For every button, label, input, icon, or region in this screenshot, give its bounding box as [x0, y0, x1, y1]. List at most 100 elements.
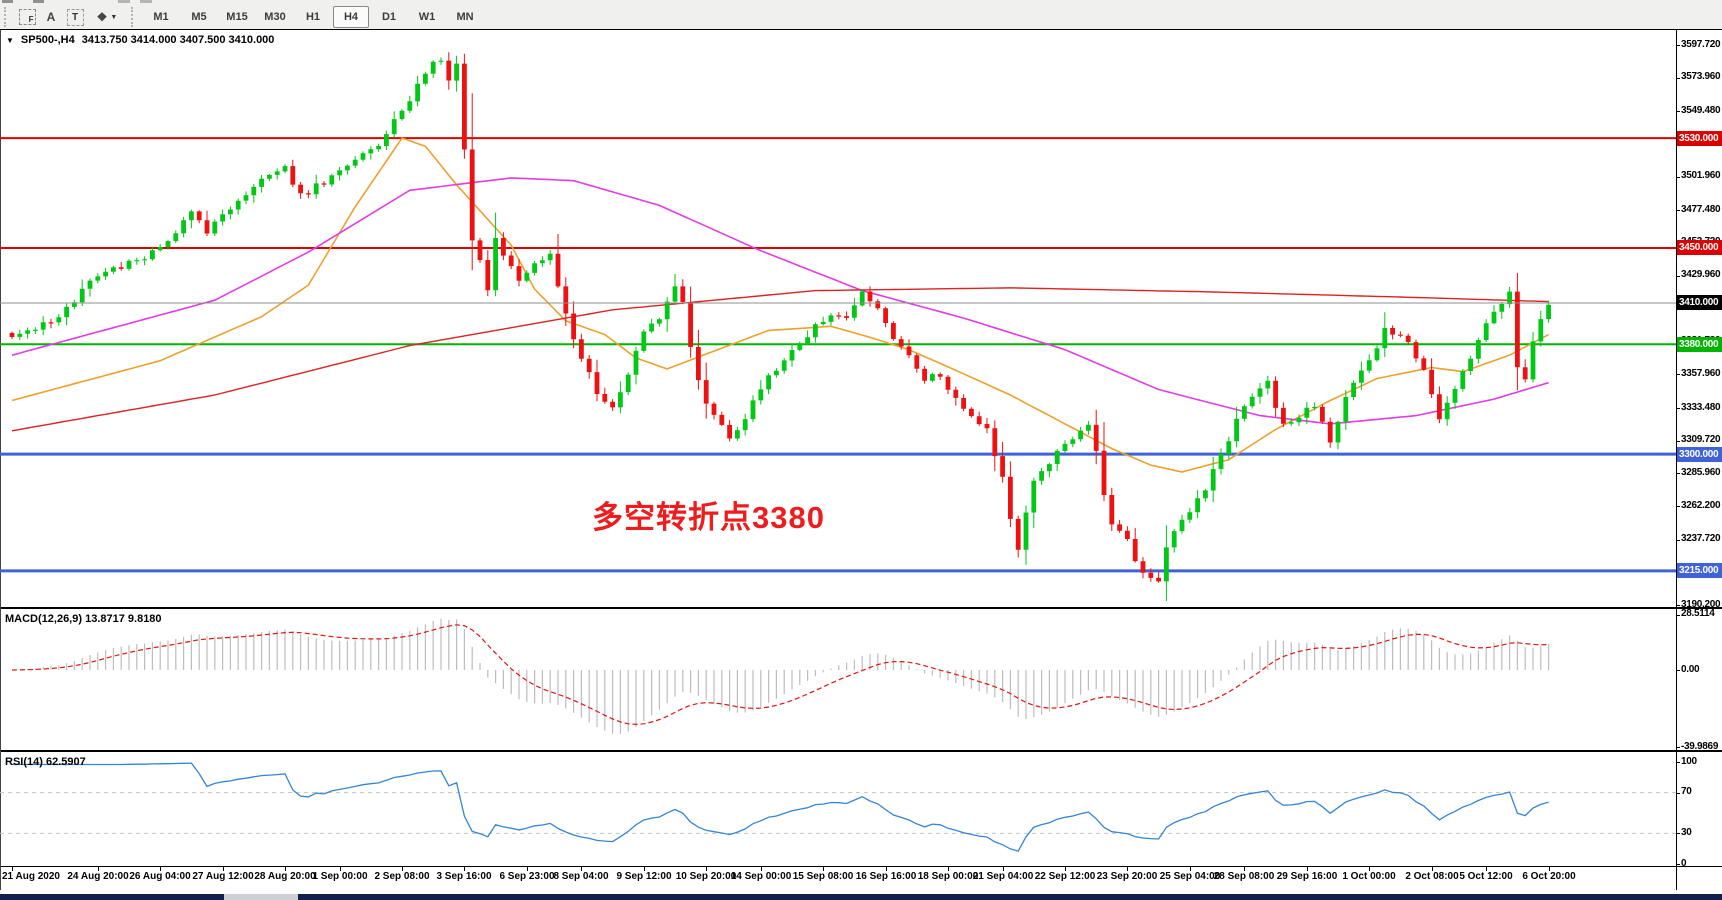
y-axis-label: 3477.480 [1681, 204, 1721, 215]
x-axis-label: 25 Sep 04:00 [1159, 871, 1221, 882]
x-axis-tick [1486, 866, 1487, 871]
tf-button-h1[interactable]: H1 [305, 11, 321, 23]
toolbar-top-sliver [118, 0, 130, 3]
y-axis-tick [1676, 605, 1680, 606]
pane-separator[interactable] [0, 750, 1722, 752]
y-axis-label: 3429.960 [1681, 269, 1721, 280]
timeframe-group: M1 M5 M15 M30 H1 H4 D1 W1 MN [142, 6, 484, 28]
x-axis-tick [1549, 866, 1550, 871]
x-axis-tick [223, 866, 224, 871]
price-badge: 3380.000 [1677, 337, 1722, 352]
chart-annotation-text[interactable]: 多空转折点3380 [592, 500, 825, 535]
price-badge: 3450.000 [1677, 240, 1722, 255]
x-axis-tick [98, 866, 99, 871]
x-axis-tick [948, 866, 949, 871]
tf-button-m1[interactable]: M1 [153, 11, 169, 23]
price-badge: 3410.000 [1677, 295, 1722, 310]
tf-button-d1[interactable]: D1 [381, 11, 397, 23]
ma-mid-line [11, 177, 1549, 425]
toolbar-grip [131, 7, 136, 27]
x-axis-label: 1 Sep 00:00 [312, 871, 368, 882]
pane-separator[interactable] [0, 607, 1722, 609]
x-axis-label: 16 Sep 16:00 [855, 871, 917, 882]
tf-button-m30[interactable]: M30 [264, 11, 286, 23]
y-axis-label: 3190.200 [1681, 599, 1721, 610]
macd-histogram [19, 618, 1550, 734]
y-axis-tick [1676, 210, 1680, 211]
tf-button-m15[interactable]: M15 [226, 11, 248, 23]
x-axis-tick [1369, 866, 1370, 871]
ma-slow-line [11, 287, 1549, 432]
macd-axis-tick [1676, 615, 1680, 616]
text-a-icon: A [46, 10, 56, 24]
x-axis-tick [527, 866, 528, 871]
toolbar: F A T ❖ ▼ M1 M5 M15 M30 H1 H4 D1 W1 MN [0, 0, 1722, 30]
chart-symbol-label: SP500-,H4 [20, 34, 75, 46]
x-axis-label: 6 Oct 20:00 [1522, 871, 1576, 882]
x-axis-label: 6 Sep 23:00 [499, 871, 555, 882]
macd-axis-tick [1676, 670, 1680, 671]
chevron-down-icon: ▼ [110, 13, 118, 21]
x-axis-label: 28 Sep 08:00 [1213, 871, 1275, 882]
macd-axis-tick [1676, 747, 1680, 748]
candlestick-chart[interactable] [0, 30, 1676, 607]
chart-left-border [0, 30, 1, 890]
x-axis-tick [340, 866, 341, 871]
x-axis-tick [1003, 866, 1004, 871]
x-axis-label: 14 Sep 00:00 [730, 871, 792, 882]
rsi-axis-label: 30 [1681, 827, 1692, 838]
chart-title: ▼ SP500-,H4 3413.750 3414.000 3407.500 3… [6, 34, 274, 46]
rsi-chart[interactable] [0, 753, 1676, 866]
draw-text-button[interactable]: A [39, 6, 63, 28]
y-axis-label: 3357.960 [1681, 368, 1721, 379]
x-axis-tick [402, 866, 403, 871]
fibonacci-tool-button[interactable]: F [15, 6, 39, 28]
text-label-button[interactable]: T [63, 6, 87, 28]
x-axis-tick [160, 866, 161, 871]
x-axis-tick [12, 866, 13, 871]
price-badge: 3300.000 [1677, 447, 1722, 462]
x-axis-tick [1190, 866, 1191, 871]
x-axis-label: 1 Oct 00:00 [1342, 871, 1396, 882]
macd-axis-label: -39.9869 [1681, 741, 1719, 752]
arrows-tool-button[interactable]: ❖ ▼ [87, 6, 127, 28]
x-axis-label: 29 Sep 16:00 [1276, 871, 1338, 882]
toolbar-grip [4, 7, 9, 27]
x-axis-tick [761, 866, 762, 871]
rsi-line [12, 762, 1549, 852]
x-axis-label: 8 Sep 04:00 [553, 871, 609, 882]
time-axis-line [0, 866, 1722, 867]
x-axis-label: 22 Sep 12:00 [1034, 871, 1096, 882]
rsi-axis-label: 100 [1681, 756, 1697, 767]
rsi-axis-label: 70 [1681, 786, 1692, 797]
x-axis-tick [706, 866, 707, 871]
x-axis-label: 27 Aug 12:00 [192, 871, 254, 882]
x-axis-tick [823, 866, 824, 871]
macd-chart[interactable] [0, 611, 1676, 750]
x-axis-tick [1307, 866, 1308, 871]
bottom-window-edge-gap [224, 894, 298, 900]
tf-button-w1[interactable]: W1 [418, 11, 436, 23]
symbol-dropdown-icon[interactable]: ▼ [6, 35, 14, 45]
y-axis-label: 3285.960 [1681, 467, 1721, 478]
y-axis-tick [1676, 78, 1680, 79]
price-badge: 3215.000 [1677, 563, 1722, 578]
tf-button-mn[interactable]: MN [456, 11, 474, 23]
tf-button-h4[interactable]: H4 [333, 6, 369, 28]
x-axis-label: 3 Sep 16:00 [436, 871, 492, 882]
x-axis-label: 21 Aug 2020 [2, 871, 60, 882]
x-axis-label: 18 Sep 00:00 [917, 871, 979, 882]
x-axis-label: 2 Oct 08:00 [1405, 871, 1459, 882]
y-axis-tick [1676, 177, 1680, 178]
y-axis-tick [1676, 276, 1680, 277]
x-axis-tick [644, 866, 645, 871]
x-axis-tick [1065, 866, 1066, 871]
x-axis-tick [886, 866, 887, 871]
y-axis-tick [1676, 473, 1680, 474]
macd-signal-line [11, 624, 1549, 726]
price-badge: 3530.000 [1677, 131, 1722, 146]
fibonacci-icon: F [18, 9, 36, 25]
y-axis-tick [1676, 111, 1680, 112]
tf-button-m5[interactable]: M5 [191, 11, 207, 23]
